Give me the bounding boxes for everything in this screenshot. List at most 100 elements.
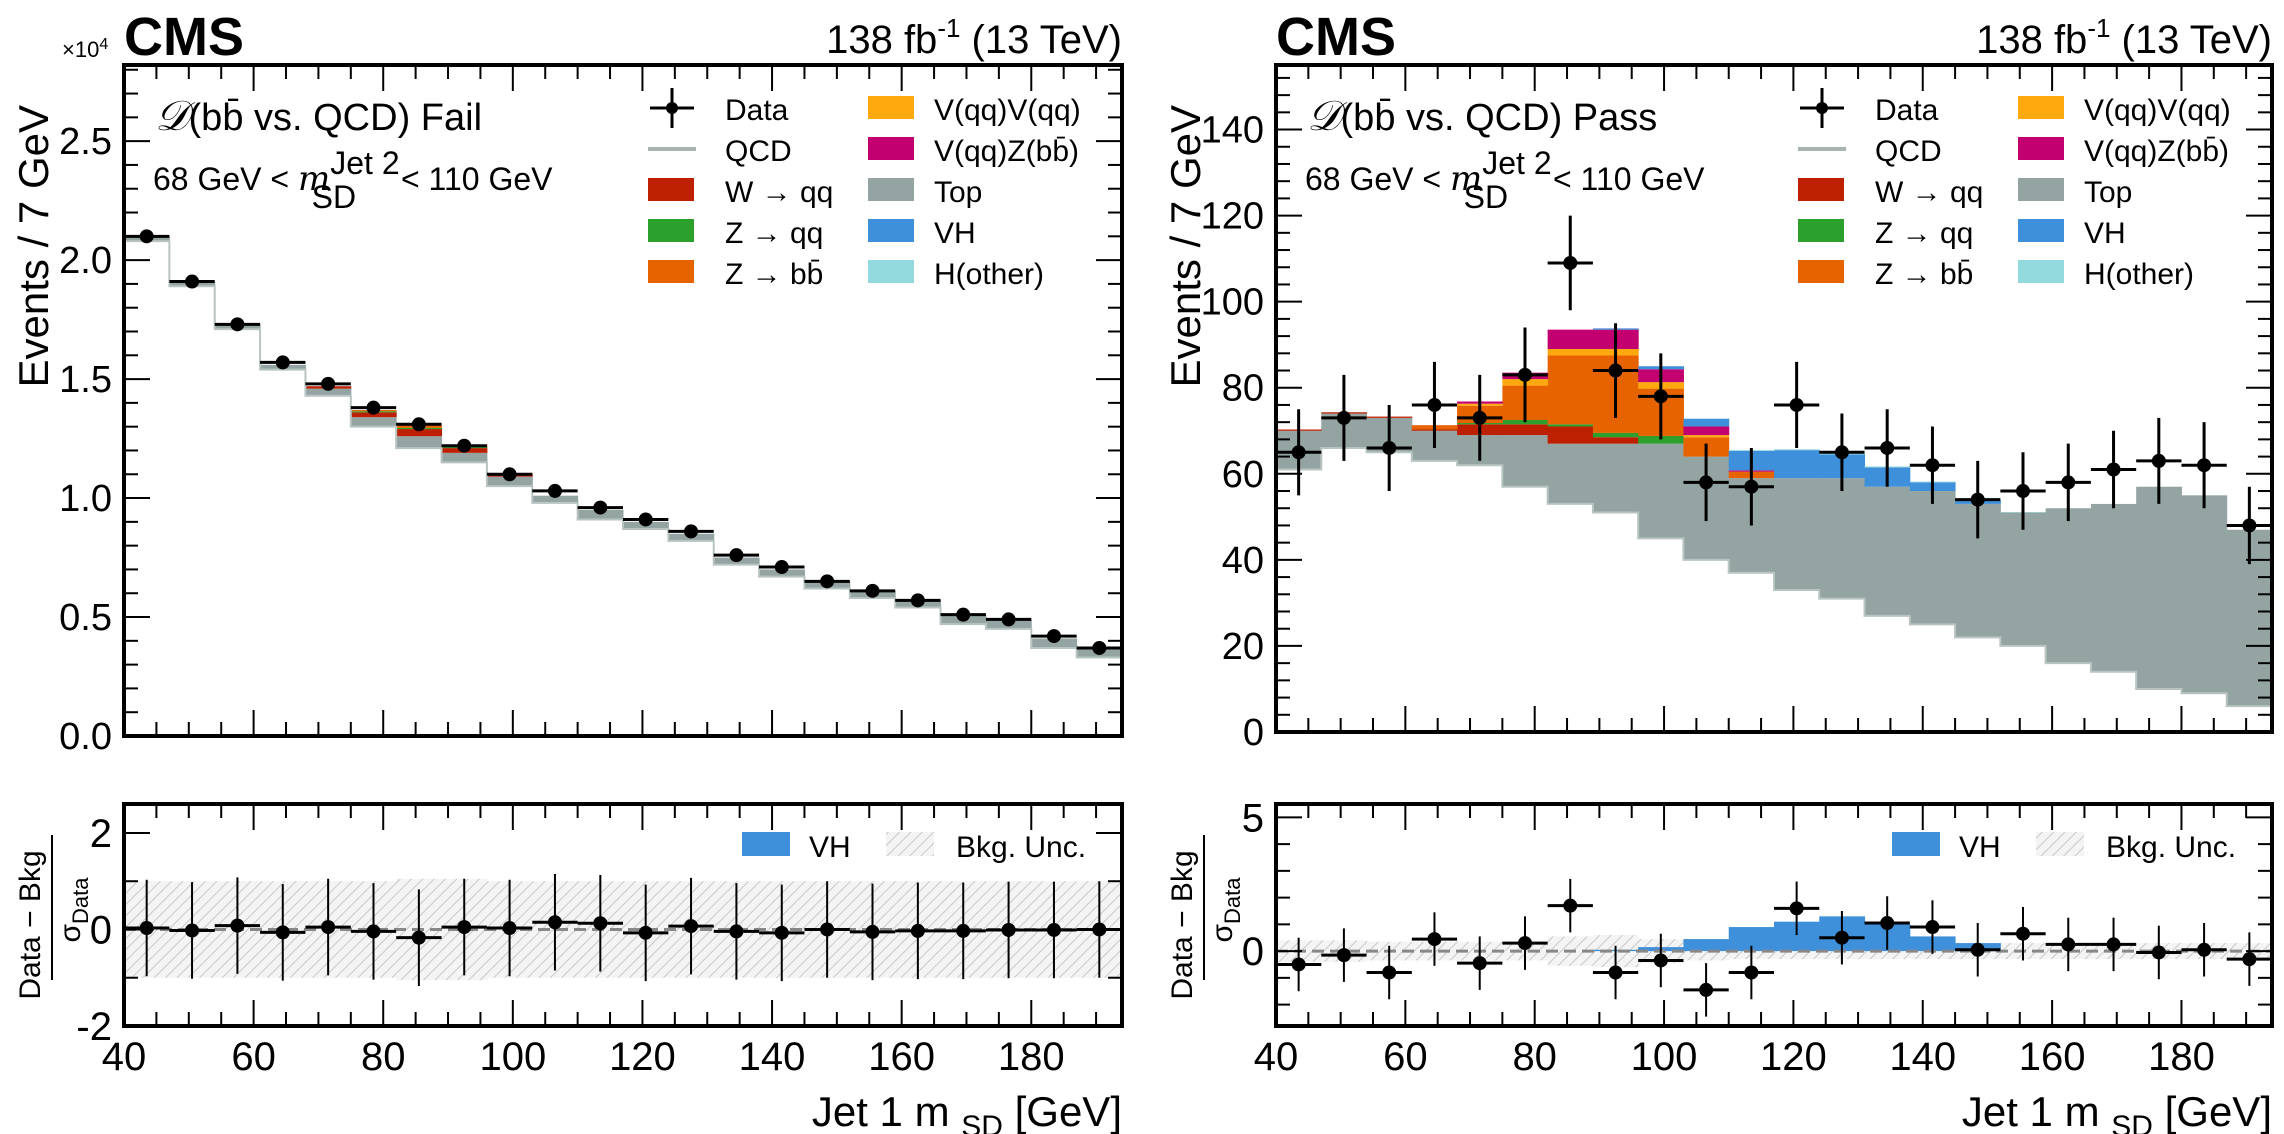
x-axis-label-unit: [GeV] bbox=[2153, 1088, 2272, 1134]
legend-data-icon bbox=[1816, 102, 1828, 114]
pull-point bbox=[411, 930, 426, 945]
pull-point bbox=[1472, 956, 1487, 971]
histogram-bar bbox=[1592, 432, 1639, 438]
pull-point bbox=[1001, 922, 1016, 937]
legend-label: V(qq)V(qq) bbox=[934, 94, 1081, 127]
ratio-legend-label: Bkg. Unc. bbox=[2106, 831, 2236, 864]
x-tick-label: 180 bbox=[998, 1035, 1065, 1079]
ratio-y-tick-label: 0 bbox=[90, 908, 112, 952]
x-axis-label-main: Jet 1 m bbox=[812, 1088, 961, 1134]
x-tick-label: 40 bbox=[102, 1035, 147, 1079]
pass-figure: VH Bkg. Unc. 0 20 40 60 80 100 120 140 0 5 40 60 80 100… bbox=[1162, 7, 2274, 1134]
histogram-bar bbox=[1547, 355, 1594, 425]
data-point bbox=[638, 512, 653, 527]
cms-label: CMS bbox=[1276, 7, 1396, 67]
data-points bbox=[124, 229, 1122, 655]
legend-label: H(other) bbox=[934, 258, 1044, 291]
mass-window-var: m bbox=[1450, 159, 1482, 199]
lumi-value: 138 fb bbox=[826, 18, 937, 62]
pull-point bbox=[1608, 965, 1623, 980]
histogram-bar bbox=[441, 452, 488, 463]
x-axis-label-main: Jet 1 m bbox=[1962, 1088, 2111, 1134]
ratio-vh-bar bbox=[1683, 939, 1730, 952]
histogram-bar bbox=[1774, 478, 1820, 590]
mass-window-pre: 68 GeV < bbox=[1305, 161, 1450, 197]
legend-label: Data bbox=[1875, 94, 1939, 127]
legend-swatch bbox=[1798, 260, 1844, 283]
y-tick-label: 0.0 bbox=[59, 716, 112, 758]
legend-swatch bbox=[1798, 178, 1844, 201]
x-tick-label: 180 bbox=[2148, 1035, 2215, 1079]
pull-point bbox=[774, 925, 789, 940]
legend-swatch bbox=[2018, 96, 2064, 119]
y-tick-label: 1.5 bbox=[59, 359, 112, 401]
data-points bbox=[1276, 215, 2272, 565]
legend-label: H(other) bbox=[2084, 258, 2194, 291]
ratio-y-tick-label: -2 bbox=[76, 1005, 112, 1049]
pull-point bbox=[275, 925, 290, 940]
pull-point bbox=[1336, 948, 1351, 963]
mass-window-label: 68 GeV < mJet 2 SD < 110 GeV bbox=[153, 145, 553, 215]
ratio-legend-label: VH bbox=[809, 831, 851, 864]
pull-point bbox=[910, 923, 925, 938]
legend-label: Top bbox=[2084, 176, 2132, 209]
data-point bbox=[411, 417, 426, 432]
data-point bbox=[865, 583, 880, 598]
x-axis-label-unit: [GeV] bbox=[1003, 1088, 1122, 1134]
x-tick-label: 80 bbox=[1512, 1035, 1557, 1079]
lumi-label: 138 fb-1 (13 TeV) bbox=[826, 13, 1122, 62]
x-tick-label: 80 bbox=[361, 1035, 406, 1079]
data-point bbox=[1834, 445, 1849, 460]
histogram-bar bbox=[1547, 424, 1594, 427]
data-point bbox=[820, 574, 835, 589]
histogram-bar bbox=[1774, 449, 1820, 451]
pull-point bbox=[2061, 937, 2076, 952]
histogram-bar bbox=[1592, 443, 1639, 513]
histogram-bar bbox=[1774, 450, 1820, 479]
pull-point bbox=[1834, 930, 1849, 945]
data-point bbox=[2016, 484, 2030, 499]
series-top bbox=[1276, 413, 2273, 707]
y-tick-label: 60 bbox=[1222, 454, 1264, 496]
y-tick-label: 1.0 bbox=[59, 478, 112, 520]
pull-point bbox=[1291, 957, 1306, 972]
x-tick-label: 40 bbox=[1254, 1035, 1299, 1079]
legend-data-icon bbox=[666, 102, 678, 114]
data-point bbox=[1880, 440, 1895, 455]
legend: Data QCD W → qq Z → qq Z → bb̄ V(qq)V(qq) V(qq… bbox=[648, 88, 1081, 291]
data-point bbox=[1608, 363, 1623, 378]
data-point bbox=[1563, 255, 1578, 270]
x-tick-label: 140 bbox=[1889, 1035, 1956, 1079]
y-axis-label: Events / 7 GeV bbox=[10, 105, 57, 387]
x-tick-label: 100 bbox=[1631, 1035, 1698, 1079]
legend-label: Z → qq bbox=[725, 217, 823, 250]
legend-label: QCD bbox=[725, 135, 792, 168]
data-point bbox=[1744, 479, 1759, 494]
data-point bbox=[2242, 518, 2257, 533]
ratio-legend-unc-swatch bbox=[886, 832, 934, 856]
y-tick-label: 2.5 bbox=[59, 121, 112, 163]
legend-swatch bbox=[868, 96, 914, 119]
ratio-y-tick-label: 5 bbox=[1242, 796, 1264, 840]
data-point bbox=[2151, 453, 2166, 468]
ratio-y-label-numerator: Data − Bkg bbox=[14, 850, 47, 999]
data-point bbox=[502, 467, 517, 482]
legend-label: Z → bb̄ bbox=[1875, 258, 1973, 291]
data-point bbox=[2061, 475, 2076, 490]
data-point bbox=[457, 438, 472, 453]
y-multiplier-base: ×10 bbox=[62, 37, 99, 62]
energy-label: (13 TeV) bbox=[2110, 18, 2272, 62]
data-point bbox=[1092, 640, 1107, 655]
ratio-y-label-numerator: Data − Bkg bbox=[1166, 850, 1199, 999]
histogram-bar bbox=[1592, 437, 1639, 444]
histogram-bar bbox=[2000, 512, 2047, 646]
data-point bbox=[1518, 367, 1532, 382]
data-point bbox=[1427, 397, 1442, 412]
pull-point bbox=[2197, 942, 2212, 957]
ratio-legend-vh-swatch bbox=[1892, 832, 1940, 856]
mass-window-var: m bbox=[298, 159, 330, 199]
series-w-qq bbox=[305, 386, 533, 477]
legend-swatch bbox=[868, 219, 914, 242]
legend-label: Data bbox=[725, 94, 789, 127]
